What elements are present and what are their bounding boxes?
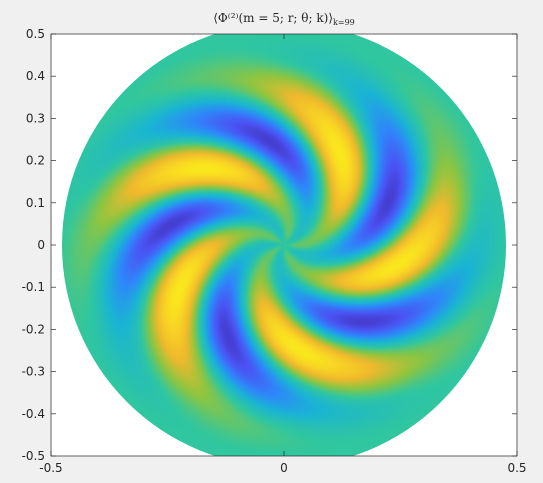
field-image xyxy=(62,34,506,456)
y-tick-label: -0.2 xyxy=(22,322,45,336)
y-axis: -0.5 -0.4 -0.3 -0.2 -0.1 0 0.1 0.2 0.3 0.4 0.5 xyxy=(22,27,517,463)
y-tick-label: -0.4 xyxy=(22,407,45,421)
y-tick-label: -0.5 xyxy=(22,449,45,463)
chart-title: ⟨Φ⁽²⁾(m = 5; r; θ; k)⟩k=99 xyxy=(213,11,355,27)
y-tick-label: 0.5 xyxy=(26,27,45,41)
y-tick-label: -0.1 xyxy=(22,280,45,294)
title-main: ⟨Φ⁽²⁾(m = 5; r; θ; k)⟩ xyxy=(213,11,333,25)
x-tick-label: -0.5 xyxy=(39,461,62,475)
x-axis: -0.5 0 0.5 xyxy=(39,34,527,475)
y-tick-label: 0.3 xyxy=(26,111,45,125)
y-tick-label: 0.1 xyxy=(26,196,45,210)
x-tick-label: 0.5 xyxy=(507,461,526,475)
y-tick-label: 0.2 xyxy=(26,154,45,168)
y-tick-label: -0.3 xyxy=(22,365,45,379)
y-tick-label: 0.4 xyxy=(26,69,45,83)
x-tick-label: 0 xyxy=(280,461,288,475)
y-tick-label: 0 xyxy=(37,238,45,252)
title-subscript: k=99 xyxy=(333,18,355,27)
